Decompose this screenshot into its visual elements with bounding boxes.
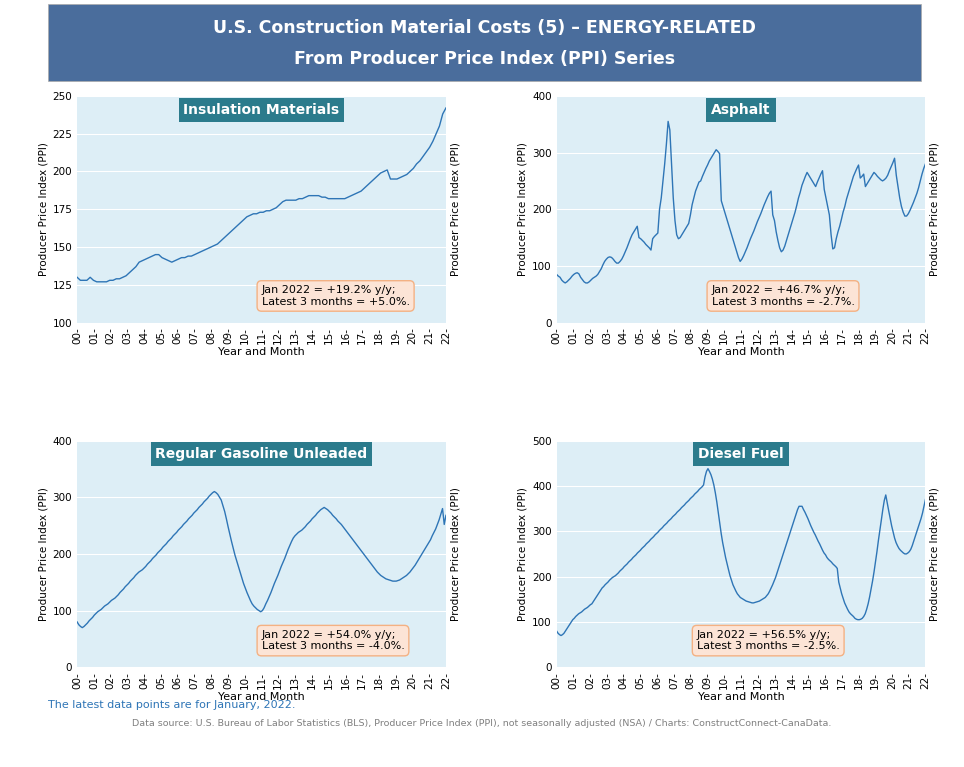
Text: Regular Gasoline Unleaded: Regular Gasoline Unleaded (155, 447, 367, 461)
Text: From Producer Price Index (PPI) Series: From Producer Price Index (PPI) Series (294, 50, 675, 68)
Text: Diesel Fuel: Diesel Fuel (698, 447, 784, 461)
Y-axis label: Producer Price Index (PPI): Producer Price Index (PPI) (450, 487, 460, 621)
X-axis label: Year and Month: Year and Month (698, 692, 785, 702)
Text: Jan 2022 = +54.0% y/y;
Latest 3 months = -4.0%.: Jan 2022 = +54.0% y/y; Latest 3 months =… (261, 630, 405, 651)
Y-axis label: Producer Price Index (PPI): Producer Price Index (PPI) (929, 487, 940, 621)
Y-axis label: Producer Price Index (PPI): Producer Price Index (PPI) (518, 487, 528, 621)
Text: Jan 2022 = +56.5% y/y;
Latest 3 months = -2.5%.: Jan 2022 = +56.5% y/y; Latest 3 months =… (697, 630, 840, 651)
X-axis label: Year and Month: Year and Month (698, 347, 785, 357)
X-axis label: Year and Month: Year and Month (218, 692, 305, 702)
Text: Jan 2022 = +46.7% y/y;
Latest 3 months = -2.7%.: Jan 2022 = +46.7% y/y; Latest 3 months =… (711, 285, 854, 307)
Y-axis label: Producer Price Index (PPI): Producer Price Index (PPI) (39, 143, 48, 276)
Text: Asphalt: Asphalt (711, 103, 771, 117)
Y-axis label: Producer Price Index (PPI): Producer Price Index (PPI) (929, 143, 940, 276)
Text: U.S. Construction Material Costs (5) – ENERGY-RELATED: U.S. Construction Material Costs (5) – E… (213, 19, 756, 38)
FancyBboxPatch shape (48, 4, 921, 81)
Y-axis label: Producer Price Index (PPI): Producer Price Index (PPI) (39, 487, 48, 621)
Text: Insulation Materials: Insulation Materials (183, 103, 339, 117)
X-axis label: Year and Month: Year and Month (218, 347, 305, 357)
Text: Data source: U.S. Bureau of Labor Statistics (BLS), Producer Price Index (PPI), : Data source: U.S. Bureau of Labor Statis… (132, 719, 832, 729)
Y-axis label: Producer Price Index (PPI): Producer Price Index (PPI) (518, 143, 528, 276)
Text: Jan 2022 = +19.2% y/y;
Latest 3 months = +5.0%.: Jan 2022 = +19.2% y/y; Latest 3 months =… (261, 285, 410, 307)
Text: The latest data points are for January, 2022.: The latest data points are for January, … (48, 700, 296, 709)
Y-axis label: Producer Price Index (PPI): Producer Price Index (PPI) (450, 143, 460, 276)
